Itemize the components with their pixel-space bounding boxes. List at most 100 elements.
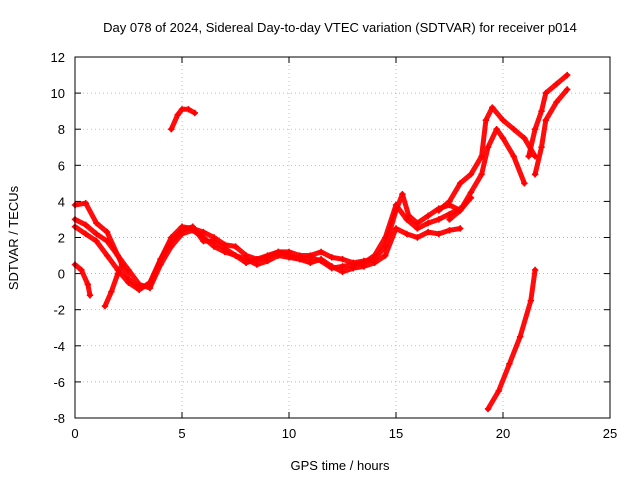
data-point-marker <box>157 255 164 263</box>
data-point-marker <box>446 216 453 223</box>
data-point-marker <box>178 106 186 113</box>
data-point-marker <box>538 107 545 115</box>
data-point-marker <box>484 144 492 151</box>
plot-frame <box>74 56 611 419</box>
x-tick-label: 5 <box>178 426 185 441</box>
data-point-marker <box>493 126 500 133</box>
data-point-marker <box>146 279 154 286</box>
y-tick-label: 2 <box>58 231 65 246</box>
data-point-marker <box>114 252 121 259</box>
data-point-marker <box>457 225 464 232</box>
data-point-marker <box>553 98 560 106</box>
data-point-marker <box>189 223 196 230</box>
x-tick-label: 15 <box>389 426 403 441</box>
y-tick-label: -8 <box>53 411 65 426</box>
data-point-marker <box>84 281 92 288</box>
data-point-marker <box>168 237 175 245</box>
y-tick-label: -6 <box>53 375 65 390</box>
data-point-marker <box>382 252 389 259</box>
data-point-marker <box>125 279 132 286</box>
data-point-marker <box>339 268 346 275</box>
data-point-marker <box>146 284 154 292</box>
data-point-marker <box>538 144 545 151</box>
data-point-marker <box>136 286 143 294</box>
data-point-marker <box>103 237 111 245</box>
data-point-marker <box>531 171 539 178</box>
data-point-marker <box>101 302 109 310</box>
data-point-marker <box>200 237 207 245</box>
x-axis-label: GPS time / hours <box>291 458 390 473</box>
data-point-marker <box>108 288 115 295</box>
data-point-marker <box>178 227 186 234</box>
data-point-marker <box>317 257 325 265</box>
data-point-marker <box>553 80 560 88</box>
data-point-marker <box>484 405 492 413</box>
series-late-high <box>526 72 570 159</box>
data-point-marker <box>414 234 421 241</box>
data-point-marker <box>457 180 464 187</box>
data-point-marker <box>414 219 421 227</box>
x-tick-label: 25 <box>603 426 617 441</box>
data-point-marker <box>424 212 432 220</box>
series-steep-segment <box>485 267 538 412</box>
data-point-marker <box>531 266 539 274</box>
data-point-marker <box>527 297 535 304</box>
data-point-marker <box>307 259 314 266</box>
data-point-marker <box>521 180 528 187</box>
data-point-marker <box>525 153 532 160</box>
data-point-marker <box>446 227 453 234</box>
data-point-marker <box>78 266 85 274</box>
data-point-marker <box>191 109 199 117</box>
data-point-marker <box>371 252 378 259</box>
data-point-marker <box>210 243 218 250</box>
data-point-marker <box>392 225 400 232</box>
y-tick-label: 10 <box>51 86 65 101</box>
y-tick-label: 4 <box>58 194 65 209</box>
data-point-marker <box>360 259 368 266</box>
data-point-marker <box>264 254 271 261</box>
data-point-marker <box>467 189 475 196</box>
data-point-marker <box>114 270 121 277</box>
data-point-marker <box>542 116 549 124</box>
data-point-marker <box>103 228 111 236</box>
data-point-marker <box>521 135 528 142</box>
data-point-marker <box>495 387 502 395</box>
data-point-marker <box>296 255 303 263</box>
data-point-marker <box>499 135 507 142</box>
data-point-marker <box>467 171 475 178</box>
data-point-marker <box>275 248 282 256</box>
data-point-marker <box>125 266 132 274</box>
data-point-marker <box>510 126 517 133</box>
data-point-marker <box>93 230 100 238</box>
data-point-marker <box>136 281 143 288</box>
data-point-marker <box>317 248 325 256</box>
data-point-marker <box>489 104 496 111</box>
data-point-marker <box>168 126 175 133</box>
data-point-marker <box>174 111 181 118</box>
chart-title: Day 078 of 2024, Sidereal Day-to-day VTE… <box>103 20 577 35</box>
data-point-marker <box>200 228 207 236</box>
data-point-marker <box>82 200 89 207</box>
data-point-marker <box>339 255 346 263</box>
series-early-dip <box>72 262 93 298</box>
series-early-branch <box>102 262 125 309</box>
data-series <box>71 71 571 413</box>
data-point-marker <box>564 71 571 79</box>
data-point-marker <box>403 230 410 238</box>
data-point-marker <box>435 230 442 238</box>
y-axis-label: SDTVAR / TECUs <box>6 185 21 290</box>
data-point-marker <box>243 259 250 266</box>
data-point-marker <box>93 237 100 245</box>
y-tick-label: 8 <box>58 122 65 137</box>
data-point-marker <box>210 237 218 245</box>
y-tick-label: 12 <box>51 50 65 65</box>
data-point-marker <box>232 243 239 250</box>
y-tick-label: 6 <box>58 158 65 173</box>
data-point-marker <box>86 292 94 299</box>
y-tick-label: -2 <box>53 303 65 318</box>
data-point-marker <box>118 261 126 268</box>
data-point-marker <box>435 216 442 223</box>
data-point-marker <box>516 333 524 340</box>
data-point-marker <box>424 219 432 227</box>
